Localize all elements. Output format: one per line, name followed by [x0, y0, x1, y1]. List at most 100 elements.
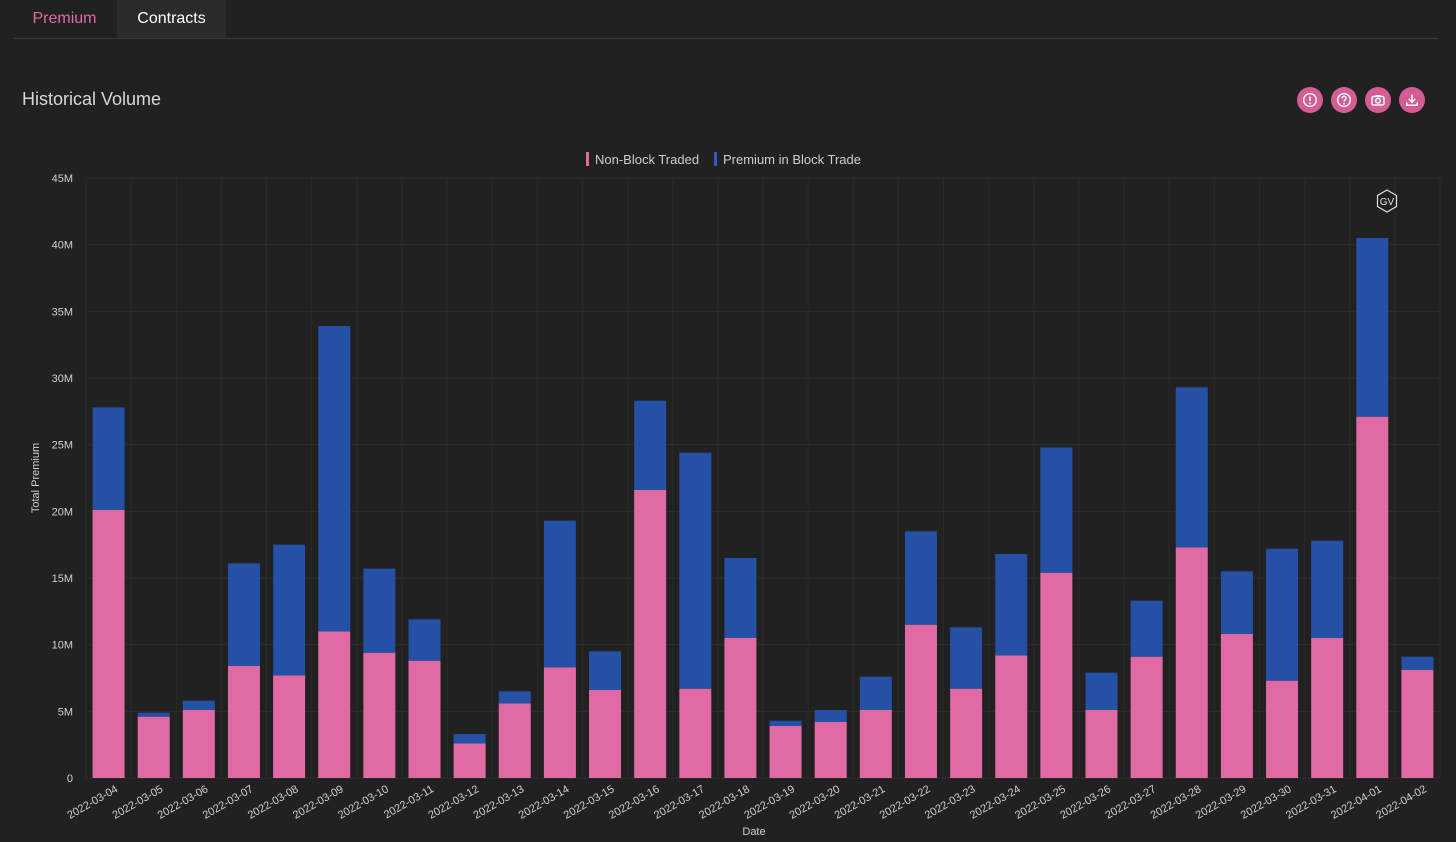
x-tick-label: 2022-03-22	[878, 783, 933, 822]
x-tick-label: 2022-03-07	[201, 783, 256, 822]
help-button[interactable]	[1331, 87, 1357, 113]
x-tick-label: 2022-03-20	[787, 783, 842, 822]
bar-block-trade	[769, 720, 802, 726]
bar-non-block	[1311, 638, 1344, 778]
x-tick-label: 2022-03-28	[1149, 783, 1204, 822]
x-axis-title: Date	[742, 826, 765, 838]
x-tick-label: 2022-03-13	[472, 783, 527, 822]
bar-non-block	[1040, 572, 1073, 778]
bar-non-block	[273, 675, 306, 778]
y-tick-label: 5M	[58, 706, 73, 718]
bar-non-block	[453, 743, 486, 778]
bar-non-block	[1175, 547, 1208, 778]
bar-block-trade	[814, 710, 847, 722]
bar-block-trade	[589, 651, 622, 690]
y-tick-label: 45M	[52, 173, 73, 185]
bar-block-trade	[543, 520, 576, 668]
camera-icon	[1371, 95, 1385, 106]
help-icon	[1336, 92, 1352, 108]
bar-non-block	[679, 688, 712, 778]
x-tick-label: 2022-03-21	[833, 783, 888, 822]
watermark-logo	[1376, 189, 1398, 213]
bar-non-block	[859, 710, 892, 778]
bar-block-trade	[1356, 238, 1389, 417]
x-tick-label: 2022-03-29	[1194, 783, 1249, 822]
bar-non-block	[318, 631, 351, 778]
tab-premium[interactable]: Premium	[14, 0, 115, 38]
x-tick-label: 2022-03-30	[1239, 783, 1294, 822]
bar-non-block	[227, 666, 260, 778]
bar-block-trade	[408, 619, 441, 661]
y-tick-label: 20M	[52, 506, 73, 518]
x-tick-label: 2022-03-08	[246, 783, 301, 822]
bar-non-block	[724, 638, 757, 778]
x-tick-label: 2022-03-19	[742, 783, 797, 822]
bar-non-block	[1401, 670, 1434, 778]
x-tick-label: 2022-03-31	[1284, 783, 1339, 822]
bar-non-block	[92, 510, 125, 778]
bar-non-block	[904, 624, 937, 778]
stacked-bar-chart: 05M10M15M20M25M30M35M40M45M2022-03-04202…	[30, 152, 1441, 838]
y-tick-label: 40M	[52, 240, 73, 252]
bar-non-block	[1085, 710, 1118, 778]
tab-bar: Premium Contracts	[14, 0, 1438, 39]
bar-non-block	[408, 660, 441, 778]
bar-non-block	[498, 703, 531, 778]
bar-block-trade	[724, 558, 757, 638]
bar-block-trade	[453, 734, 486, 744]
legend-swatch-block	[714, 152, 717, 166]
x-tick-label: 2022-03-25	[1013, 783, 1068, 822]
screenshot-button[interactable]	[1365, 87, 1391, 113]
bar-non-block	[137, 716, 170, 778]
info-button[interactable]	[1297, 87, 1323, 113]
bar-non-block	[1130, 656, 1163, 778]
bar-block-trade	[92, 407, 125, 510]
x-tick-label: 2022-03-15	[562, 783, 617, 822]
legend-swatch-non-block	[586, 152, 589, 166]
bar-block-trade	[227, 563, 260, 666]
bar-non-block	[589, 690, 622, 778]
y-tick-label: 15M	[52, 573, 73, 585]
y-tick-label: 25M	[52, 440, 73, 452]
y-axis-title: Total Premium	[30, 443, 42, 513]
bar-block-trade	[904, 531, 937, 625]
x-tick-label: 2022-03-04	[65, 783, 120, 822]
page-title: Historical Volume	[22, 89, 162, 109]
legend-label-block: Premium in Block Trade	[723, 152, 861, 167]
bar-block-trade	[1220, 571, 1253, 634]
bar-block-trade	[1401, 656, 1434, 670]
x-tick-label: 2022-03-26	[1058, 783, 1113, 822]
y-tick-label: 10M	[52, 640, 73, 652]
download-icon	[1406, 94, 1418, 106]
x-tick-label: 2022-03-14	[517, 783, 572, 822]
y-tick-label: 30M	[52, 373, 73, 385]
bar-block-trade	[273, 544, 306, 676]
bar-non-block	[1220, 634, 1253, 778]
info-icon	[1302, 92, 1318, 108]
bar-non-block	[1356, 416, 1389, 778]
bar-block-trade	[1085, 672, 1118, 710]
bar-non-block	[950, 688, 983, 778]
bar-block-trade	[1311, 540, 1344, 638]
bar-block-trade	[1130, 600, 1163, 657]
bar-non-block	[814, 722, 847, 778]
bar-block-trade	[137, 712, 170, 717]
bar-block-trade	[363, 568, 396, 653]
x-tick-label: 2022-03-16	[607, 783, 662, 822]
download-button[interactable]	[1399, 87, 1425, 113]
x-tick-label: 2022-04-02	[1374, 783, 1429, 822]
bar-non-block	[995, 655, 1028, 778]
bar-block-trade	[182, 700, 215, 710]
bar-non-block	[769, 726, 802, 778]
bar-block-trade	[859, 676, 892, 710]
bar-non-block	[1266, 680, 1299, 778]
legend-label-non-block: Non-Block Traded	[595, 152, 699, 167]
tab-contracts[interactable]: Contracts	[117, 0, 226, 38]
bar-block-trade	[498, 691, 531, 704]
bar-non-block	[363, 652, 396, 778]
y-tick-label: 35M	[52, 306, 73, 318]
bar-block-trade	[1175, 387, 1208, 548]
bar-non-block	[543, 667, 576, 778]
x-tick-label: 2022-03-18	[697, 783, 752, 822]
x-tick-label: 2022-03-23	[923, 783, 978, 822]
